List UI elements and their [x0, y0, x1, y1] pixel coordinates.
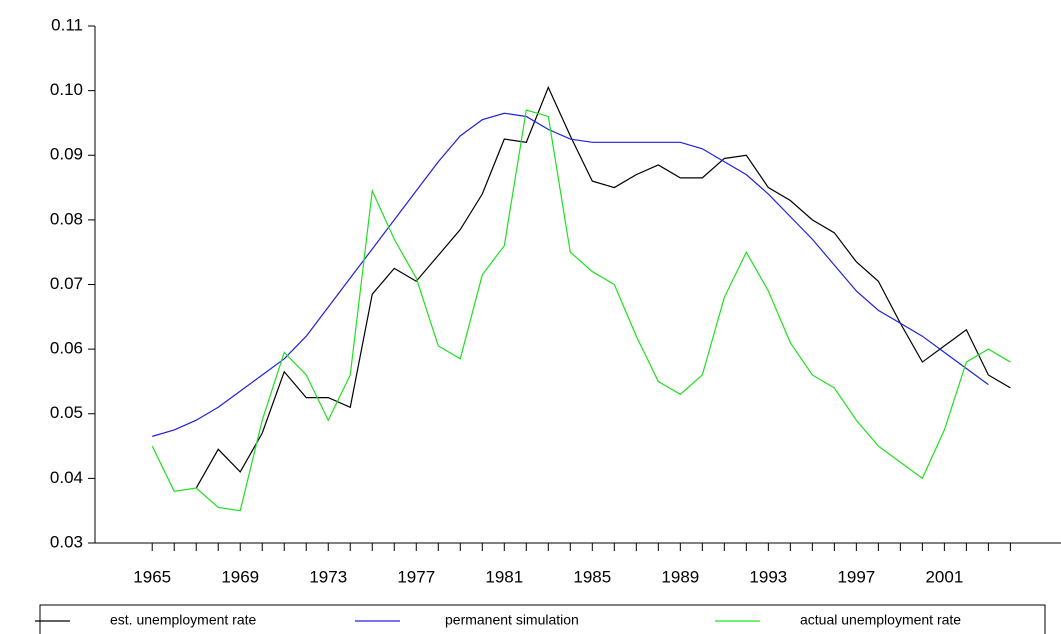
x-tick-label: 1969	[221, 567, 259, 586]
x-tick-label: 1997	[837, 567, 875, 586]
y-tick-label: 0.06	[50, 339, 83, 358]
series-line	[152, 112, 989, 437]
x-tick-label: 1973	[309, 567, 347, 586]
series-line	[151, 109, 1011, 512]
x-tick-label: 1993	[749, 567, 787, 586]
x-tick-label: 1981	[485, 567, 523, 586]
x-tick-label: 1965	[133, 567, 171, 586]
y-tick-label: 0.09	[50, 145, 83, 164]
legend-label: permanent simulation	[445, 612, 579, 628]
y-tick-label: 0.04	[50, 468, 83, 487]
y-tick-label: 0.10	[50, 80, 83, 99]
legend-label: actual unemployment rate	[800, 612, 961, 628]
x-tick-label: 2001	[925, 567, 963, 586]
y-tick-label: 0.08	[50, 209, 83, 228]
series-line	[195, 85, 1011, 489]
x-tick-label: 1989	[661, 567, 699, 586]
y-tick-label: 0.11	[51, 15, 83, 34]
x-tick-label: 1985	[573, 567, 611, 586]
legend-label: est. unemployment rate	[110, 612, 257, 628]
x-tick-label: 1977	[397, 567, 435, 586]
y-tick-label: 0.07	[50, 274, 83, 293]
y-tick-label: 0.03	[50, 532, 83, 551]
y-tick-label: 0.05	[50, 403, 83, 422]
